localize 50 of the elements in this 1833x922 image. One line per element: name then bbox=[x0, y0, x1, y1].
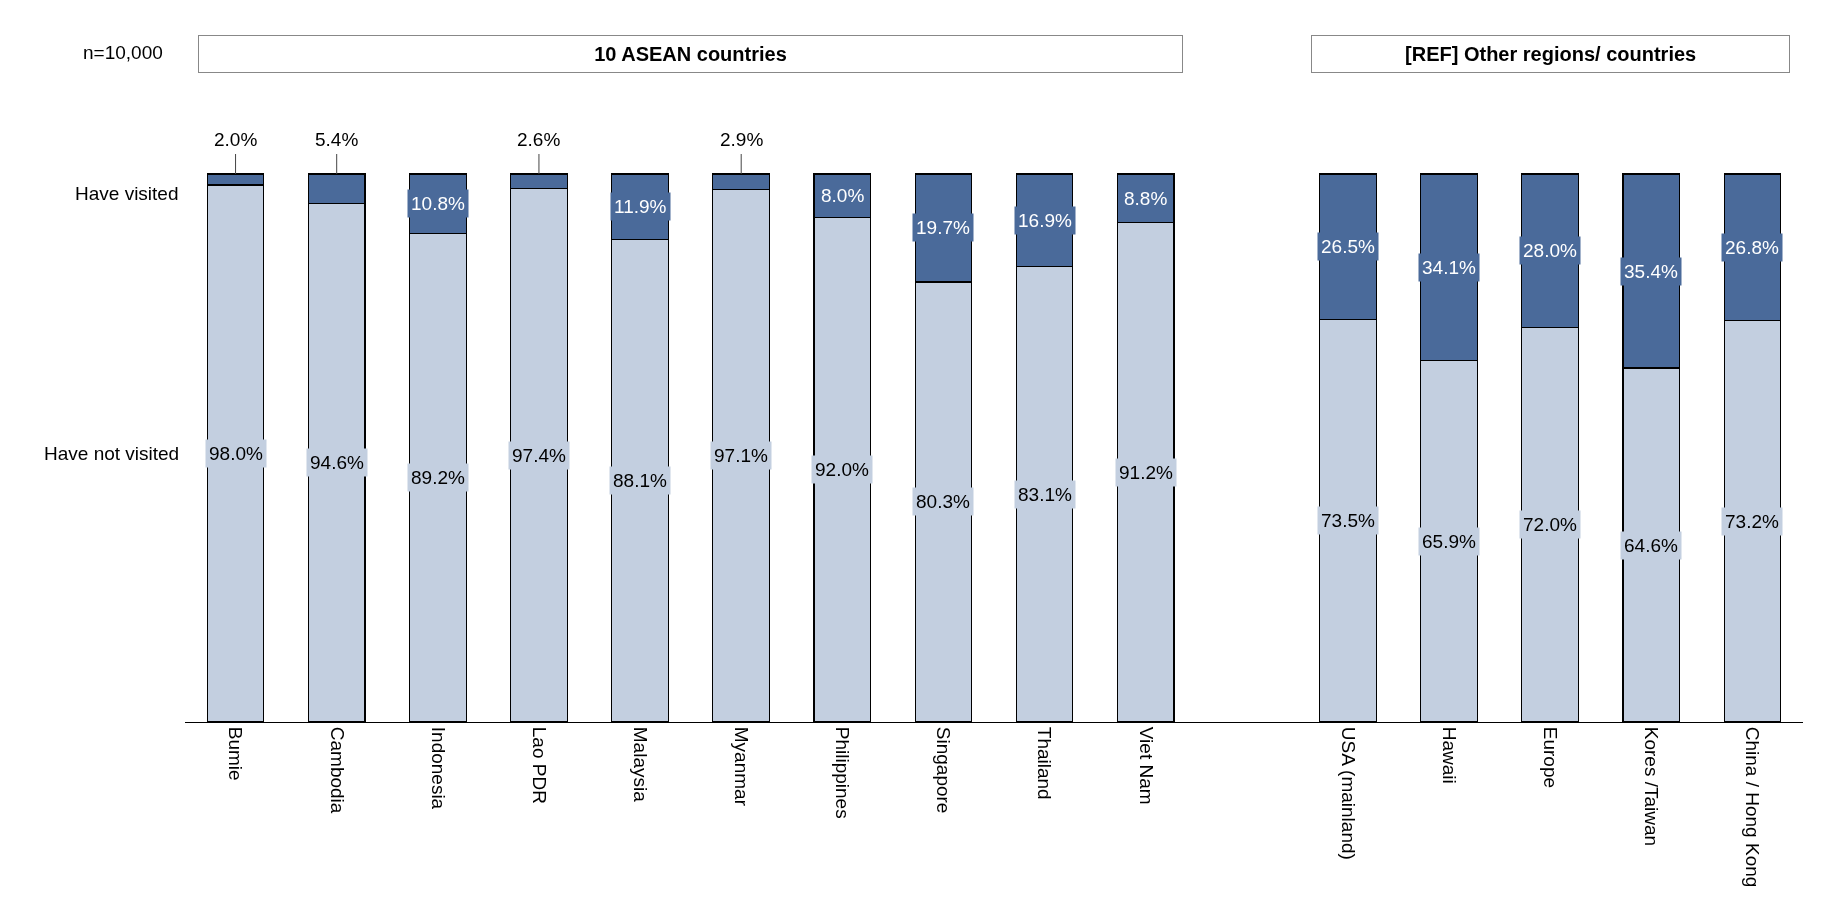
data-label: 91.2% bbox=[1119, 462, 1173, 483]
x-tick-label: USA (mainland) bbox=[1337, 726, 1359, 860]
x-tick-label: Philippines bbox=[832, 726, 854, 819]
data-label: 26.5% bbox=[1321, 236, 1375, 257]
data-label: 98.0% bbox=[209, 443, 263, 464]
data-label: 97.4% bbox=[512, 445, 566, 466]
data-label: 34.1% bbox=[1422, 257, 1476, 278]
data-label: 80.3% bbox=[916, 491, 970, 512]
data-label: 94.6% bbox=[310, 452, 364, 473]
data-label: 65.9% bbox=[1422, 531, 1476, 552]
x-tick-label: Singapore bbox=[933, 726, 955, 814]
data-label: 73.2% bbox=[1725, 511, 1779, 532]
series-label: Have visited bbox=[75, 183, 179, 204]
data-label: 26.8% bbox=[1725, 237, 1779, 258]
data-label: 19.7% bbox=[916, 217, 970, 238]
x-tick-label: Indonesia bbox=[427, 726, 449, 810]
x-tick-label: China / Hong Kong bbox=[1742, 726, 1764, 888]
legend-label: Have not visited bbox=[44, 443, 180, 464]
data-label: 2.0% bbox=[214, 129, 258, 150]
data-label: 5.4% bbox=[315, 129, 359, 150]
x-tick-label: Myanmar bbox=[731, 726, 753, 807]
data-label: 28.0% bbox=[1523, 240, 1577, 261]
data-label: 35.4% bbox=[1624, 261, 1678, 282]
text: n=10,000 bbox=[83, 42, 163, 63]
text: [REF] Other regions/ countries bbox=[1405, 43, 1697, 65]
x-tick-label: Viet Nam bbox=[1135, 726, 1157, 805]
data-label: 10.8% bbox=[411, 193, 465, 214]
x-tick-label: Lao PDR bbox=[528, 726, 550, 804]
data-label: 8.8% bbox=[1124, 188, 1168, 209]
data-label: 64.6% bbox=[1624, 535, 1678, 556]
data-label: 92.0% bbox=[815, 459, 869, 480]
data-label: 73.5% bbox=[1321, 510, 1375, 531]
x-tick-label: Kores /Taiwan bbox=[1641, 726, 1663, 847]
x-tick-label: Bumie bbox=[225, 726, 247, 781]
data-label: 11.9% bbox=[614, 196, 667, 217]
data-label: 8.0% bbox=[821, 185, 865, 206]
text: 10 ASEAN countries bbox=[594, 43, 787, 65]
x-tick-label: Malaysia bbox=[629, 726, 651, 803]
data-label: 88.1% bbox=[613, 470, 667, 491]
data-label: 72.0% bbox=[1523, 514, 1577, 535]
data-label: 83.1% bbox=[1018, 484, 1072, 505]
data-label: 2.6% bbox=[517, 129, 561, 150]
x-tick-label: Hawaii bbox=[1438, 726, 1460, 784]
data-label: 16.9% bbox=[1018, 210, 1072, 231]
data-label: 2.9% bbox=[720, 129, 764, 150]
x-tick-label: Europe bbox=[1540, 726, 1562, 789]
x-tick-label: Cambodia bbox=[326, 726, 348, 814]
x-tick-label: Thailand bbox=[1034, 726, 1056, 800]
data-label: 97.1% bbox=[714, 445, 768, 466]
data-label: 89.2% bbox=[411, 467, 465, 488]
